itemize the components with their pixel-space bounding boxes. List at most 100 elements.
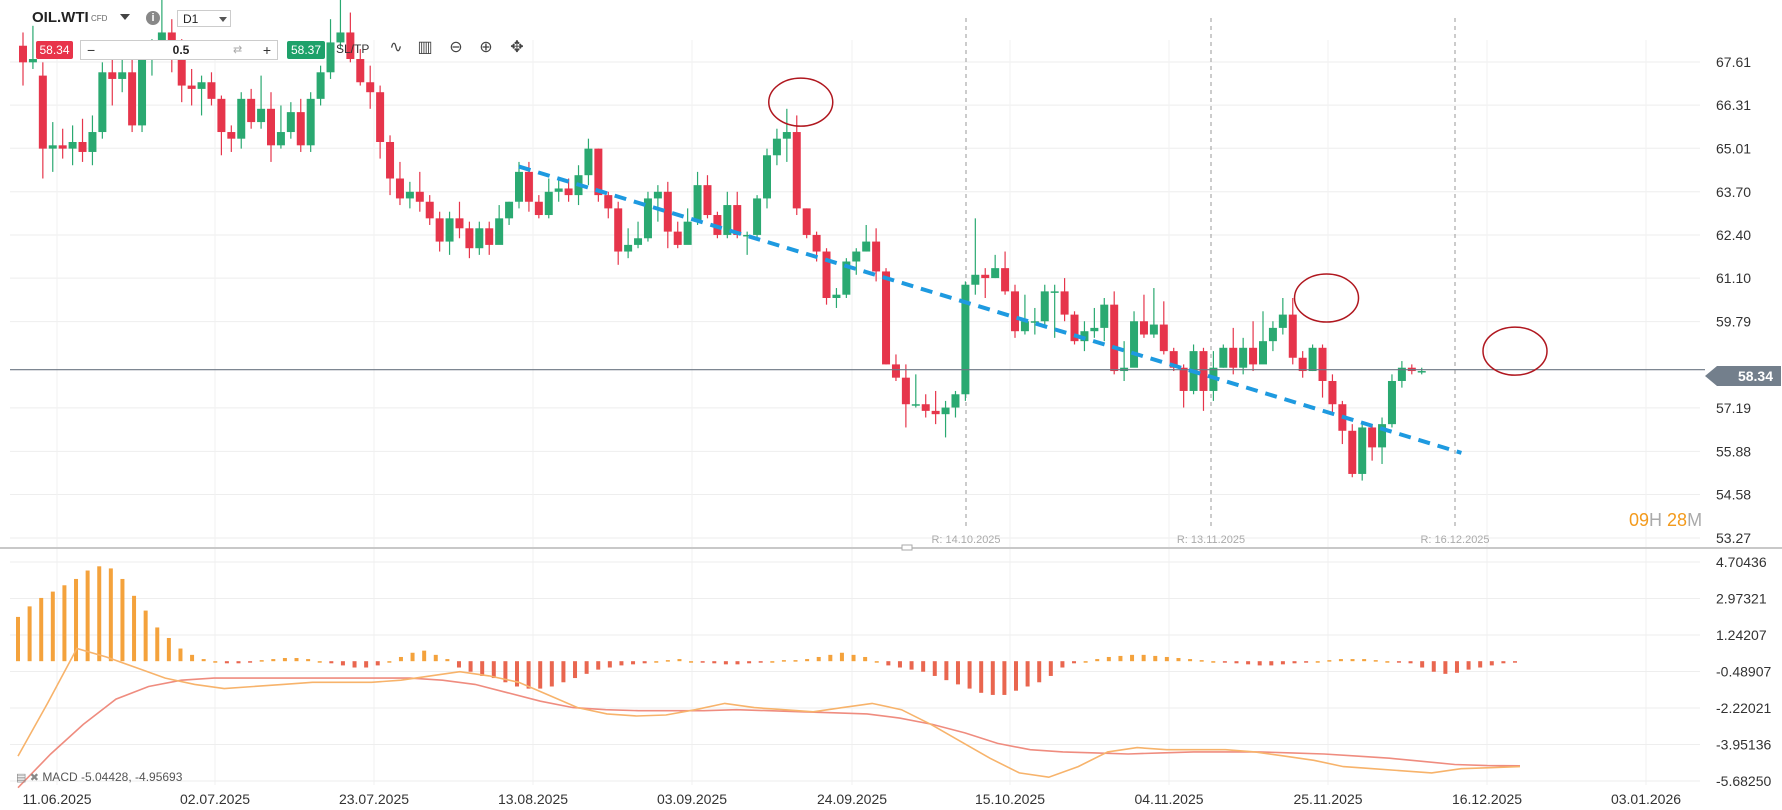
chevron-down-icon[interactable] [219, 17, 227, 22]
candle-body [683, 221, 692, 245]
crosshair-icon[interactable]: ✥ [510, 39, 524, 56]
macd-histogram-bar [723, 661, 728, 665]
macd-values: MACD -5.04428, -4.95693 [42, 770, 183, 784]
candle-body [1100, 304, 1109, 328]
macd-histogram-bar [1234, 661, 1239, 664]
candle-body [1050, 291, 1059, 293]
buy-button[interactable]: 58.37 [287, 41, 325, 59]
zoom-in-icon[interactable]: ⊕ [479, 39, 493, 56]
macd-histogram-bar [213, 661, 218, 663]
info-icon[interactable]: i [146, 11, 160, 25]
rollover-label: R: 13.11.2025 [1177, 534, 1245, 546]
macd-histogram-bar [1222, 661, 1227, 663]
macd-histogram-bar [990, 661, 995, 695]
sltp-button[interactable]: SL/TP [336, 42, 370, 56]
candles-icon[interactable]: ▥ [417, 39, 433, 56]
macd-histogram-bar [526, 661, 531, 689]
grid-lines [10, 40, 1700, 785]
symbol-name[interactable]: OIL.WTI [32, 9, 89, 26]
candle-body [832, 294, 841, 299]
macd-histogram-bar [74, 578, 79, 662]
macd-histogram-bar [584, 661, 589, 674]
macd-histogram-bar [1002, 661, 1007, 695]
macd-histogram-bar [97, 566, 102, 662]
candle-body [405, 191, 414, 199]
candle-body [267, 108, 275, 146]
rollover-markers: R: 14.10.2025 R: 13.11.2025 R: 16.12.2025 [931, 18, 1490, 546]
price-axis: 67.61 66.31 65.01 63.70 62.40 61.10 59.79 57.19… [1716, 54, 1751, 546]
price-tick-label: 53.27 [1716, 530, 1751, 546]
candle-body [515, 171, 523, 202]
symbol-dropdown-icon[interactable] [120, 14, 130, 20]
candle-body [197, 82, 206, 89]
candle-body [217, 98, 226, 133]
minus-icon[interactable]: − [87, 42, 96, 58]
macd-histogram-bar [1396, 661, 1401, 663]
macd-histogram-bar [921, 661, 926, 672]
candle-body [822, 251, 831, 299]
macd-histogram-bar [248, 661, 253, 663]
trendline-annotation[interactable] [518, 164, 1462, 455]
macd-axis: 4.70436 2.97321 1.24207 -0.48907 -2.22021 -3.… [1716, 554, 1771, 789]
candle-body [544, 191, 553, 216]
plus-icon[interactable]: + [262, 42, 271, 58]
macd-histogram-bar [480, 661, 485, 676]
macd-histogram-bar [607, 661, 612, 668]
candle-body [872, 241, 881, 272]
zoom-out-icon[interactable]: ⊖ [449, 39, 463, 56]
candle-body [19, 45, 27, 63]
macd-histogram-bar [1489, 661, 1494, 666]
candle-body [445, 218, 454, 242]
macd-histogram-bar [712, 661, 717, 664]
macd-tick-label: 2.97321 [1716, 591, 1767, 607]
macd-histogram-bar [166, 637, 171, 662]
macd-histogram-bar [1315, 661, 1320, 663]
sell-button[interactable]: 58.34 [36, 41, 73, 59]
settings-icon[interactable]: ▤ [16, 772, 27, 784]
candle-body [564, 188, 573, 196]
macd-histogram-bar [1327, 660, 1332, 662]
swap-icon[interactable]: ⇄ [233, 44, 243, 56]
macd-histogram-bar [642, 661, 647, 664]
price-tick-label: 59.79 [1716, 314, 1751, 330]
price-tick-label: 65.01 [1716, 140, 1751, 156]
quantity-input[interactable]: 0.5 [172, 43, 190, 57]
candle-body [921, 404, 930, 411]
close-icon[interactable]: ✖ [29, 772, 39, 784]
macd-histogram-bar [456, 661, 461, 668]
macd-lines [17, 647, 1521, 789]
date-tick-label: 25.11.2025 [1293, 791, 1362, 807]
candle-body [336, 32, 345, 43]
panel-divider[interactable] [0, 544, 1782, 551]
rollover-label: R: 14.10.2025 [931, 534, 1000, 546]
line-chart-icon[interactable]: ∿ [389, 39, 403, 56]
candle-body [1219, 347, 1228, 368]
quantity-stepper[interactable]: − 0.5 ⇄ + [80, 40, 278, 60]
macd-tick-label: 4.70436 [1716, 554, 1767, 570]
date-tick-label: 03.09.2025 [657, 791, 727, 807]
candle-body [138, 59, 147, 126]
macd-histogram-bar [50, 591, 55, 662]
macd-histogram-bar [178, 648, 183, 662]
candle-body [296, 112, 305, 146]
macd-histogram-bar [747, 661, 752, 664]
macd-histogram-bar [1014, 661, 1018, 691]
macd-histogram-bar [352, 661, 357, 668]
candle-body [1268, 327, 1277, 342]
timeframe-select[interactable]: D1 [177, 10, 231, 27]
macd-histogram-bar [979, 661, 984, 693]
candle-body [634, 238, 643, 245]
macd-histogram-bar [851, 654, 856, 662]
macd-histogram-bar [1199, 660, 1204, 662]
date-tick-label: 23.07.2025 [339, 791, 409, 807]
price-tick-label: 67.61 [1716, 54, 1751, 70]
macd-histogram-bar [1025, 661, 1030, 687]
candle-body [1149, 324, 1158, 335]
macd-histogram-bar [1118, 655, 1123, 662]
macd-histogram-bar [886, 661, 891, 666]
candle-body [534, 201, 543, 216]
circle-annotations[interactable] [768, 77, 1548, 376]
price-tick-label: 62.40 [1716, 227, 1751, 243]
macd-histogram-bar [410, 652, 415, 662]
